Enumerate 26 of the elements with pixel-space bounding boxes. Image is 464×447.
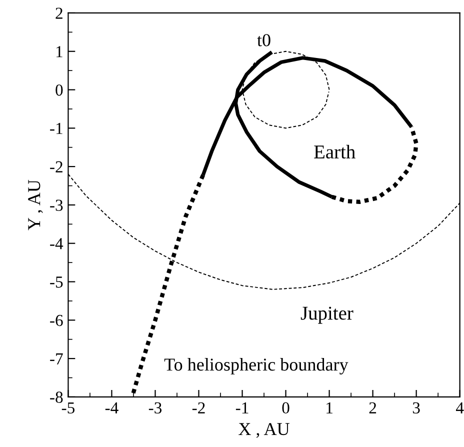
y-tick-label: 1: [56, 46, 62, 58]
x-tick-label: -1: [236, 402, 248, 414]
x-tick-label: -4: [105, 402, 118, 414]
x-tick-label: 0: [282, 402, 290, 414]
y-tick-label: -6: [50, 314, 63, 326]
y-tick-label: 0: [56, 84, 63, 96]
x-tick-label: 2: [369, 402, 376, 414]
annotation: To heliospheric boundary: [164, 358, 348, 374]
annotation: t0: [257, 34, 270, 46]
x-tick-label: -3: [148, 402, 162, 414]
x-tick-label: 3: [412, 402, 420, 414]
x-axis-title: X , AU: [238, 423, 290, 438]
y-tick-label: -5: [50, 276, 63, 288]
y-tick-label: -7: [50, 353, 63, 364]
y-tick-label: -1: [50, 122, 62, 134]
x-tick-label: 4: [456, 402, 464, 414]
series-label: Earth: [314, 144, 356, 159]
x-tick-label: -2: [192, 402, 205, 414]
y-axis-title: Y , AU: [28, 180, 43, 230]
series-label: Jupiter: [300, 306, 354, 324]
y-tick-label: -2: [50, 161, 62, 172]
y-tick-label: 2: [56, 8, 62, 19]
y-tick-label: -8: [50, 392, 63, 403]
y-tick-label: -4: [50, 238, 64, 250]
x-tick-label: 1: [326, 402, 332, 414]
y-tick-label: -3: [50, 200, 63, 211]
